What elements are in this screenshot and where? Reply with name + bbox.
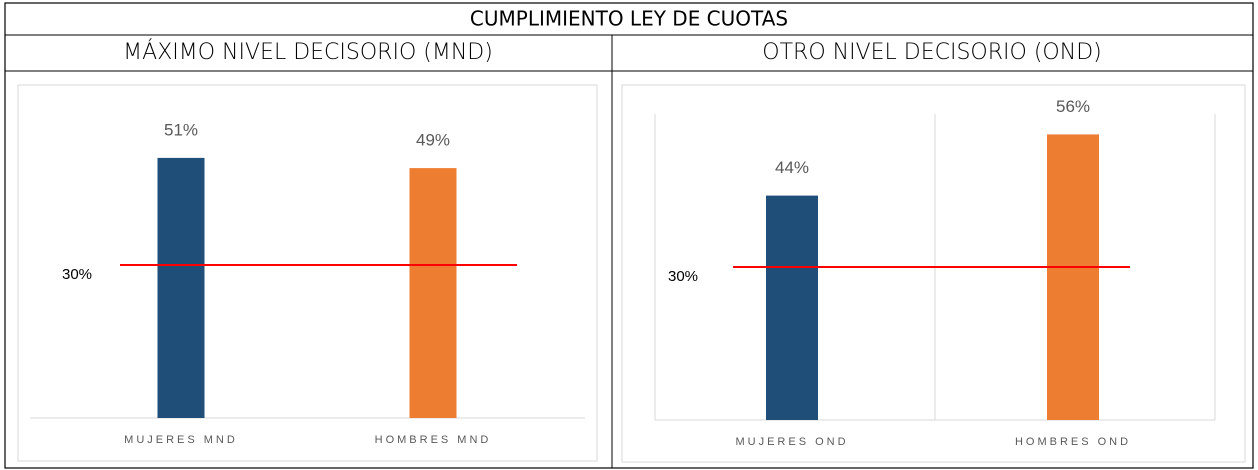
value-label: 44% — [775, 158, 809, 177]
chart-frame — [17, 84, 598, 462]
chart-frame — [621, 84, 1246, 463]
table-border — [4, 2, 1254, 469]
bar — [409, 168, 457, 418]
value-label: 51% — [164, 120, 198, 139]
page-title: CUMPLIMIENTO LEY DE CUOTAS — [470, 7, 788, 31]
value-label: 49% — [416, 131, 450, 150]
x-tick-label: HOMBRES MND — [375, 434, 492, 446]
x-tick-label: HOMBRES OND — [1015, 436, 1131, 448]
reference-label: 30% — [62, 266, 92, 283]
chart-title: OTRO NIVEL DECISORIO (OND) — [762, 40, 1101, 65]
chart-title: MÁXIMO NIVEL DECISORIO (MND) — [123, 39, 493, 65]
x-tick-label: MUJERES OND — [735, 436, 848, 448]
value-label: 56% — [1056, 97, 1090, 116]
x-tick-label: MUJERES MND — [124, 434, 238, 446]
reference-label: 30% — [668, 268, 698, 285]
bar — [1047, 134, 1099, 420]
bar — [157, 157, 205, 418]
bar — [766, 195, 818, 420]
